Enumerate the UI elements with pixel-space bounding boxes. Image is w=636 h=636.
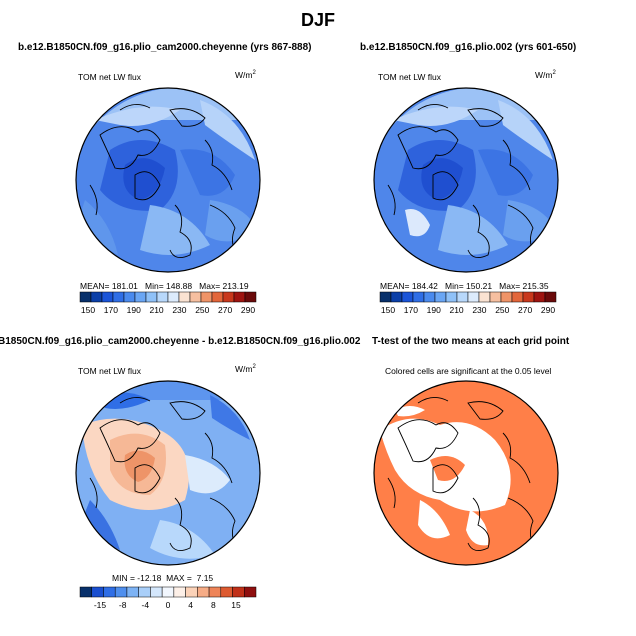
colorbar-tick-label: 4 (188, 600, 193, 610)
colorbar-tick-label: 230 (472, 305, 486, 315)
colorbar-swatch (533, 291, 546, 303)
colorbar-swatch (114, 586, 128, 598)
colorbar-swatch (445, 291, 458, 303)
colorbar-tick-label: 230 (172, 305, 186, 315)
panel-3-title: B1850CN.f09_g16.plio_cam2000.cheyenne - … (0, 336, 361, 347)
colorbar-swatch (189, 291, 202, 303)
panel-1-units: W/m2 (235, 70, 256, 80)
colorbar-swatch (232, 586, 245, 598)
panel-1-colorbar: 150 170 190 210 230 250 270 290 (79, 291, 257, 315)
colorbar-swatch (185, 586, 198, 598)
colorbar-swatch (150, 586, 163, 598)
colorbar-swatch (478, 291, 491, 303)
panel-3-stats: MIN = -12.18 MAX = 7.15 (112, 573, 214, 583)
colorbar-swatch (500, 291, 513, 303)
colorbar-swatch (126, 586, 139, 598)
colorbar-tick-label: 270 (518, 305, 532, 315)
colorbar-tick-label: -8 (119, 600, 127, 610)
colorbar-swatch (90, 291, 103, 303)
colorbar-swatch (208, 586, 222, 598)
colorbar-swatch (161, 586, 175, 598)
panel-1-map (76, 88, 260, 272)
colorbar-swatch (511, 291, 524, 303)
colorbar-swatch (244, 291, 257, 303)
colorbar-swatch (467, 291, 480, 303)
colorbar-swatch (178, 291, 191, 303)
colorbar-swatch (167, 291, 180, 303)
colorbar-swatch (101, 291, 114, 303)
colorbar-swatch (222, 291, 235, 303)
colorbar-tick-label: 170 (104, 305, 118, 315)
colorbar-swatch (145, 291, 158, 303)
colorbar-tick-label: 15 (231, 600, 241, 610)
panel-3-coastlines (89, 397, 241, 552)
colorbar-tick-label: 290 (541, 305, 555, 315)
panel-2-variable: TOM net LW flux (378, 72, 441, 82)
colorbar-tick-label: 290 (241, 305, 255, 315)
panel-2-map (374, 88, 558, 272)
panel-2-colorbar: 150 170 190 210 230 250 270 290 (379, 291, 557, 315)
colorbar-swatch (138, 586, 151, 598)
colorbar-tick-label: 210 (149, 305, 163, 315)
colorbar-swatch (156, 291, 169, 303)
colorbar-swatch (401, 291, 414, 303)
colorbar-tick-label: 150 (381, 305, 395, 315)
panel-3-map (76, 381, 260, 565)
panel-2-title: b.e12.B1850CN.f09_g16.plio.002 (yrs 601-… (360, 42, 577, 53)
panel-1-title: b.e12.B1850CN.f09_g16.plio_cam2000.cheye… (18, 42, 312, 53)
colorbar-swatch (103, 586, 116, 598)
colorbar-tick-label: 170 (404, 305, 418, 315)
colorbar-swatch (134, 291, 147, 303)
colorbar-tick-label: 250 (195, 305, 209, 315)
panel-4-note: Colored cells are significant at the 0.0… (385, 366, 552, 376)
colorbar-tick-label: 250 (495, 305, 509, 315)
colorbar-swatch (112, 291, 125, 303)
panel-3-units: W/m2 (235, 364, 256, 374)
colorbar-tick-label: 190 (427, 305, 441, 315)
colorbar-swatch (211, 291, 224, 303)
colorbar-swatch (390, 291, 403, 303)
colorbar-tick-label: -15 (94, 600, 107, 610)
colorbar-swatch (544, 291, 557, 303)
colorbar-swatch (173, 586, 186, 598)
colorbar-swatch (233, 291, 246, 303)
panel-2-stats: MEAN= 184.42 Min= 150.21 Max= 215.35 (380, 281, 549, 291)
colorbar-swatch (456, 291, 469, 303)
colorbar-swatch (379, 291, 392, 303)
colorbar-swatch (220, 586, 233, 598)
colorbar-swatch (79, 586, 92, 598)
colorbar-swatch (91, 586, 104, 598)
colorbar-tick-label: 8 (211, 600, 216, 610)
colorbar-tick-label: -4 (142, 600, 150, 610)
panel-4-title: T-test of the two means at each grid poi… (372, 336, 570, 347)
colorbar-swatch (434, 291, 447, 303)
colorbar-tick-label: 270 (218, 305, 232, 315)
colorbar-swatch (123, 291, 136, 303)
panel-1-stats: MEAN= 181.01 Min= 148.88 Max= 213.19 (80, 281, 249, 291)
colorbar-swatch (412, 291, 425, 303)
panel-3-colorbar: -15 -8 -4 0 4 8 15 (79, 586, 257, 610)
colorbar-swatch (522, 291, 535, 303)
colorbar-swatch (200, 291, 213, 303)
colorbar-swatch (489, 291, 502, 303)
colorbar-tick-label: 190 (127, 305, 141, 315)
figure-title: DJF (300, 10, 335, 30)
panel-3-variable: TOM net LW flux (78, 366, 141, 376)
colorbar-tick-label: 150 (81, 305, 95, 315)
colorbar-swatch (79, 291, 92, 303)
colorbar-swatch (197, 586, 210, 598)
colorbar-tick-label: 210 (449, 305, 463, 315)
colorbar-tick-label: 0 (166, 600, 171, 610)
colorbar-swatch (423, 291, 436, 303)
colorbar-swatch (244, 586, 257, 598)
panel-1-variable: TOM net LW flux (78, 72, 141, 82)
panel-2-units: W/m2 (535, 70, 556, 80)
